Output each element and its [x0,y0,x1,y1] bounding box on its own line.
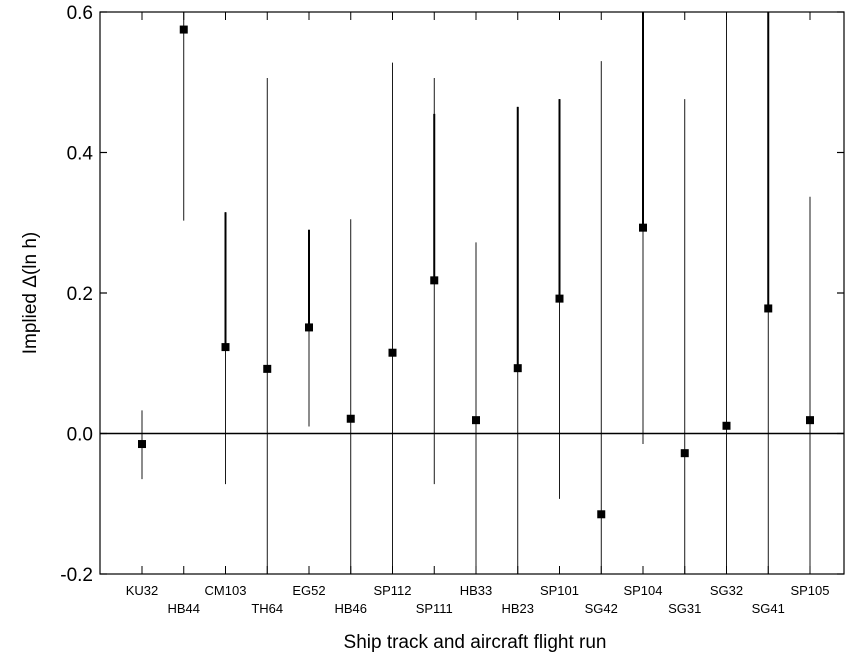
plot-frame [99,11,845,575]
y-tick-label: 0.4 [67,144,94,165]
x-tick-label: HB33 [460,583,493,598]
data-point [680,449,689,458]
data-point [221,343,230,352]
x-tick-label: HB46 [334,601,367,616]
data-point [179,25,188,34]
data-point [555,294,564,303]
x-tick-label: SP111 [416,601,453,616]
x-tick-label: SG41 [752,601,785,616]
x-tick-label: CM103 [205,583,247,598]
data-point [597,510,606,519]
x-tick-label: SP112 [373,583,411,598]
y-tick-label: 0.6 [67,3,93,24]
x-tick-label: SG32 [710,583,743,598]
x-tick-label: HB44 [167,601,200,616]
y-tick-label: 0.2 [67,284,93,305]
data-series [138,12,814,574]
x-axis-label: Ship track and aircraft flight run [344,632,607,653]
data-point [639,223,647,232]
x-tick-label: SP105 [790,583,829,598]
y-tick-label: -0.2 [60,565,93,586]
data-point [472,416,480,425]
data-point [806,416,814,425]
x-tick-label: SG42 [585,601,618,616]
x-tick-label: KU32 [126,583,159,598]
data-point [722,421,731,430]
y-tick-label: 0.0 [67,425,93,446]
data-point [430,276,439,285]
x-tick-label: SG31 [668,601,701,616]
data-point [305,323,313,332]
data-point [346,414,355,423]
data-point [513,364,522,373]
data-point [388,348,397,357]
data-point [263,364,272,373]
data-point [138,440,146,449]
x-tick-label: EG52 [292,583,325,598]
x-axis: KU32 HB44 CM103 TH64 EG52 HB46 SP112 SP111 HB33 H… [126,12,830,616]
x-tick-label: TH64 [251,601,283,616]
y-axis-label: Implied Δ(ln h) [20,232,41,355]
x-tick-label: HB23 [501,601,534,616]
y-axis: -0.2 0.0 0.2 0.4 0.6 [60,3,844,586]
x-tick-label: SP101 [540,583,579,598]
x-tick-label: SP104 [623,583,662,598]
data-point [764,304,773,313]
